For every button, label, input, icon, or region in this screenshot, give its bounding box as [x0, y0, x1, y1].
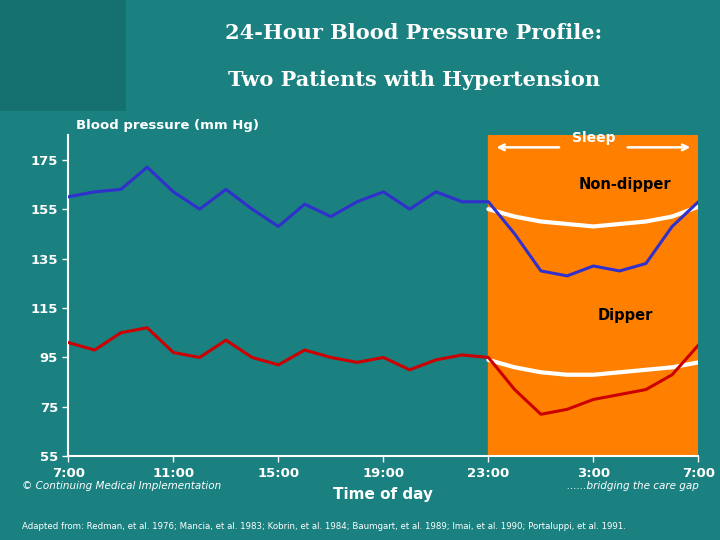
Text: Non-dipper: Non-dipper — [579, 177, 671, 192]
Text: Time of day: Time of day — [333, 487, 433, 502]
Text: ......bridging the care gap: ......bridging the care gap — [567, 481, 698, 491]
Text: Dipper: Dipper — [597, 308, 652, 323]
Bar — [0, 0, 126, 111]
Bar — [488, 135, 698, 456]
Text: Sleep: Sleep — [572, 131, 615, 145]
Text: © Continuing Medical Implementation: © Continuing Medical Implementation — [22, 481, 221, 491]
Text: Two Patients with Hypertension: Two Patients with Hypertension — [228, 70, 600, 90]
Text: 24-Hour Blood Pressure Profile:: 24-Hour Blood Pressure Profile: — [225, 23, 603, 43]
Text: Blood pressure (mm Hg): Blood pressure (mm Hg) — [76, 119, 258, 132]
Text: Adapted from: Redman, et al. 1976; Mancia, et al. 1983; Kobrin, et al. 1984; Bau: Adapted from: Redman, et al. 1976; Manci… — [22, 522, 626, 531]
